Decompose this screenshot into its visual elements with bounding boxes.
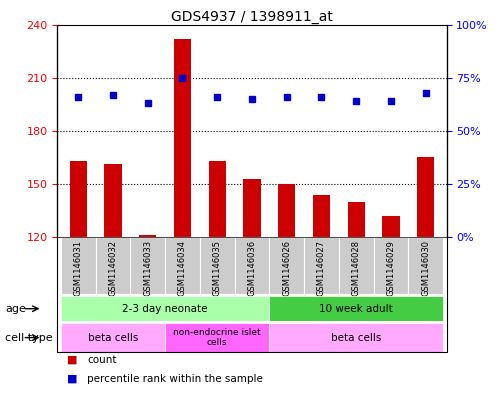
Bar [61, 237, 96, 294]
Text: GSM1146034: GSM1146034 [178, 240, 187, 296]
Text: GSM1146029: GSM1146029 [387, 240, 396, 296]
Text: GSM1146028: GSM1146028 [352, 240, 361, 296]
Bar [348, 202, 365, 237]
Bar [104, 164, 122, 237]
Bar [200, 237, 235, 294]
Bar [304, 237, 339, 294]
Text: GSM1146030: GSM1146030 [421, 240, 430, 296]
Text: beta cells: beta cells [331, 332, 381, 343]
Bar [61, 296, 269, 321]
Title: GDS4937 / 1398911_at: GDS4937 / 1398911_at [171, 10, 333, 24]
Bar [165, 323, 269, 352]
Text: 10 week adult: 10 week adult [319, 304, 393, 314]
Bar [313, 195, 330, 237]
Bar [269, 237, 304, 294]
Bar [174, 39, 191, 237]
Text: GSM1146036: GSM1146036 [248, 240, 256, 296]
Bar [61, 323, 165, 352]
Text: GSM1146033: GSM1146033 [143, 240, 152, 296]
Bar [339, 237, 374, 294]
Bar [278, 184, 295, 237]
Text: GSM1146027: GSM1146027 [317, 240, 326, 296]
Bar [269, 296, 443, 321]
Text: ■: ■ [67, 374, 78, 384]
Bar [235, 237, 269, 294]
Text: ■: ■ [67, 355, 78, 365]
Text: count: count [87, 355, 117, 365]
Text: GSM1146031: GSM1146031 [74, 240, 83, 296]
Bar [269, 323, 443, 352]
Text: GSM1146032: GSM1146032 [108, 240, 117, 296]
Bar [382, 216, 400, 237]
Bar [130, 237, 165, 294]
Text: percentile rank within the sample: percentile rank within the sample [87, 374, 263, 384]
Text: GSM1146026: GSM1146026 [282, 240, 291, 296]
Text: 2-3 day neonate: 2-3 day neonate [122, 304, 208, 314]
Bar [165, 237, 200, 294]
Bar [69, 161, 87, 237]
Text: age: age [5, 304, 26, 314]
Text: cell type: cell type [5, 332, 52, 343]
Bar [139, 235, 156, 237]
Bar [408, 237, 443, 294]
Text: non-endocrine islet
cells: non-endocrine islet cells [174, 328, 261, 347]
Bar [244, 178, 260, 237]
Bar [209, 161, 226, 237]
Bar [374, 237, 408, 294]
Bar [96, 237, 130, 294]
Text: beta cells: beta cells [88, 332, 138, 343]
Text: GSM1146035: GSM1146035 [213, 240, 222, 296]
Bar [417, 157, 435, 237]
